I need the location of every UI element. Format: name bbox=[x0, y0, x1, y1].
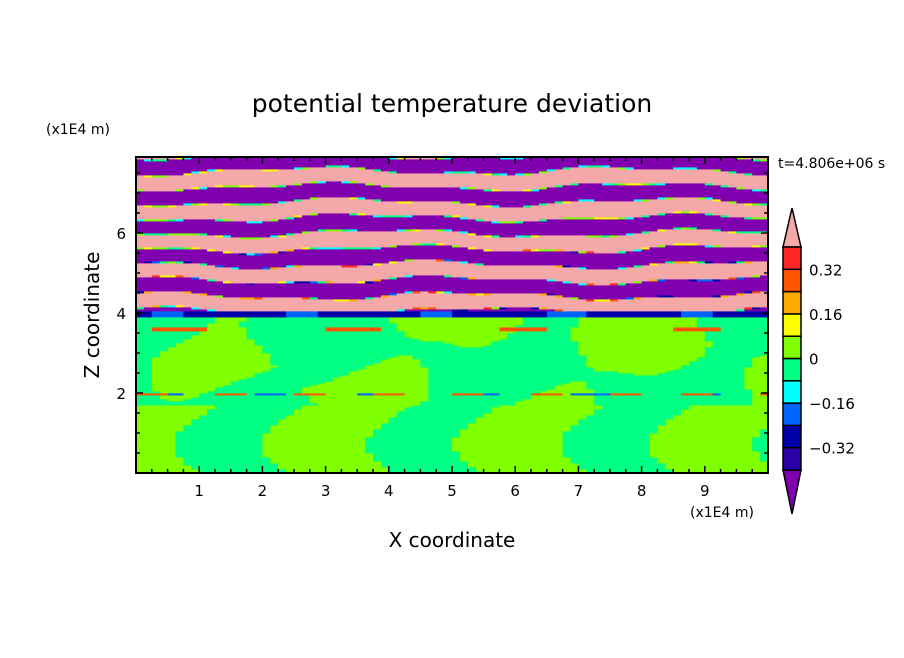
x-tick-label: 8 bbox=[637, 482, 647, 500]
y-tick-label: 2 bbox=[116, 385, 126, 403]
colorbar-segment bbox=[783, 292, 801, 314]
colorbar: 0.32 0.16 0 −0.16 −0.32 bbox=[783, 208, 855, 514]
colorbar-segment bbox=[783, 314, 801, 336]
colorbar-under-triangle bbox=[783, 470, 801, 514]
colorbar-label: 0 bbox=[809, 351, 819, 369]
colorbar-segment bbox=[783, 269, 801, 291]
x-tick-label: 3 bbox=[321, 482, 331, 500]
x-tick-label: 6 bbox=[510, 482, 520, 500]
y-unit-label: (x1E4 m) bbox=[46, 122, 110, 138]
colorbar-over-triangle bbox=[783, 208, 801, 247]
x-tick-label: 9 bbox=[700, 482, 710, 500]
colorbar-label: −0.16 bbox=[809, 395, 855, 413]
colorbar-label: −0.32 bbox=[809, 440, 855, 458]
y-tick-label: 6 bbox=[116, 225, 126, 243]
contour-field bbox=[136, 157, 768, 473]
colorbar-segment bbox=[783, 403, 801, 425]
y-axis-label: Z coordinate bbox=[80, 252, 104, 379]
colorbar-segment bbox=[783, 247, 801, 269]
colorbar-label: 0.32 bbox=[809, 261, 842, 279]
colorbar-label: 0.16 bbox=[809, 306, 842, 324]
colorbar-segment bbox=[783, 425, 801, 447]
y-tick-label: 4 bbox=[116, 305, 126, 323]
chart-title: potential temperature deviation bbox=[252, 89, 652, 118]
x-unit-label: (x1E4 m) bbox=[690, 505, 754, 521]
colorbar-segment bbox=[783, 359, 801, 381]
time-label: t=4.806e+06 s bbox=[778, 156, 885, 172]
colorbar-segment bbox=[783, 448, 801, 470]
x-axis-label: X coordinate bbox=[389, 528, 516, 552]
x-tick-label: 1 bbox=[194, 482, 204, 500]
x-tick-label: 5 bbox=[447, 482, 457, 500]
colorbar-segment bbox=[783, 336, 801, 358]
x-tick-label: 4 bbox=[384, 482, 394, 500]
colorbar-segment bbox=[783, 381, 801, 403]
x-tick-label: 2 bbox=[258, 482, 268, 500]
x-tick-label: 7 bbox=[574, 482, 584, 500]
